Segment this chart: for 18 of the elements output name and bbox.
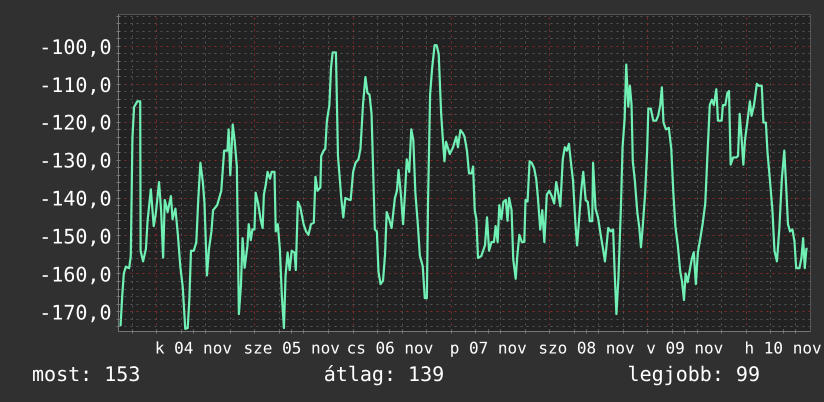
- text: most: 153: [32, 361, 140, 388]
- y-tick-label: -110,0: [39, 72, 112, 97]
- text: átlag: 139: [324, 361, 444, 388]
- text: legjobb: 99: [628, 361, 760, 388]
- x-tick-label: szo 08 nov: [538, 338, 635, 358]
- y-tick-label: -170,0: [39, 300, 112, 324]
- x-tick-label: h 10 nov: [744, 338, 822, 358]
- y-tick-label: -140,0: [39, 186, 112, 211]
- x-tick-label: p 07 nov: [450, 338, 527, 358]
- y-tick-label: -120,0: [39, 110, 112, 135]
- y-tick-label: -100,0: [39, 34, 112, 59]
- x-tick-label: sze 05 nov: [244, 338, 340, 358]
- y-tick-label: -130,0: [39, 148, 112, 173]
- x-tick-label: cs 06 nov: [346, 338, 434, 358]
- x-tick-label: k 04 nov: [154, 338, 232, 358]
- y-tick-label: -150,0: [39, 224, 112, 248]
- x-tick-label: v 09 nov: [646, 338, 724, 358]
- y-tick-label: -160,0: [39, 262, 112, 286]
